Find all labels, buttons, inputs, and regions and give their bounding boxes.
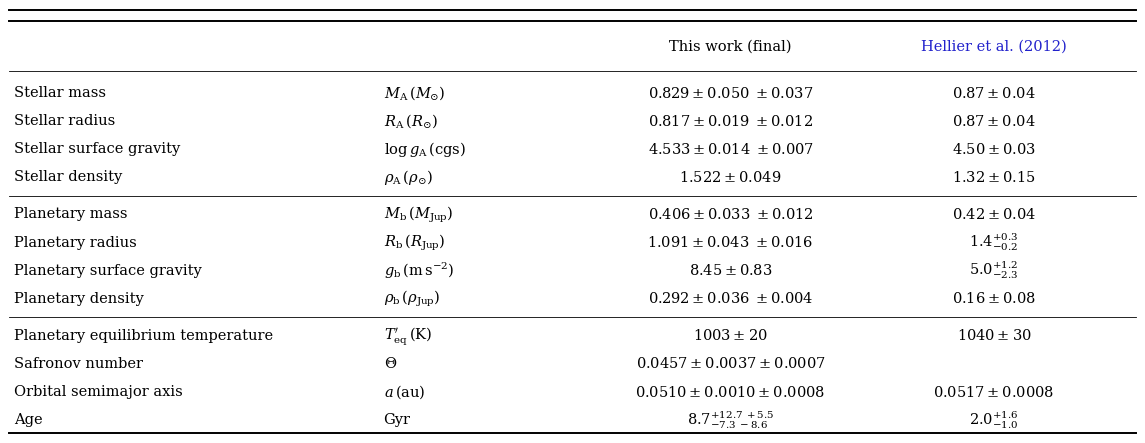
Text: $0.0457 \pm 0.0037 \pm 0.0007$: $0.0457 \pm 0.0037 \pm 0.0007$ bbox=[635, 357, 826, 371]
Text: Planetary mass: Planetary mass bbox=[14, 207, 127, 222]
Text: $M_{\mathrm{A}}\,(M_{\odot})$: $M_{\mathrm{A}}\,(M_{\odot})$ bbox=[384, 84, 445, 102]
Text: $\rho_{\mathrm{b}}\,(\rho_{\mathrm{Jup}})$: $\rho_{\mathrm{b}}\,(\rho_{\mathrm{Jup}}… bbox=[384, 289, 440, 309]
Text: $1.32 \pm 0.15$: $1.32 \pm 0.15$ bbox=[951, 170, 1036, 185]
Text: $1040 \pm 30$: $1040 \pm 30$ bbox=[956, 328, 1032, 343]
Text: $0.829 \pm  0.050 \;\pm 0.037$: $0.829 \pm 0.050 \;\pm 0.037$ bbox=[648, 85, 813, 101]
Text: Hellier et al. (2012): Hellier et al. (2012) bbox=[921, 39, 1067, 54]
Text: Age: Age bbox=[14, 413, 42, 427]
Text: $1.522 \pm 0.049$: $1.522 \pm 0.049$ bbox=[679, 170, 782, 185]
Text: $M_{\mathrm{b}}\,(M_{\mathrm{Jup}})$: $M_{\mathrm{b}}\,(M_{\mathrm{Jup}})$ bbox=[384, 204, 453, 225]
Text: Orbital semimajor axis: Orbital semimajor axis bbox=[14, 385, 182, 399]
Text: $1003 \pm 20$: $1003 \pm 20$ bbox=[693, 328, 768, 343]
Text: $1.091 \pm  0.043 \;\pm 0.016$: $1.091 \pm 0.043 \;\pm 0.016$ bbox=[647, 235, 814, 250]
Text: $R_{\mathrm{A}}\,(R_{\odot})$: $R_{\mathrm{A}}\,(R_{\odot})$ bbox=[384, 112, 437, 130]
Text: $g_{\mathrm{b}}\,(\mathrm{m\,s}^{-2})$: $g_{\mathrm{b}}\,(\mathrm{m\,s}^{-2})$ bbox=[384, 260, 453, 281]
Text: Stellar density: Stellar density bbox=[14, 171, 123, 184]
Text: $a\,(\mathrm{au})$: $a\,(\mathrm{au})$ bbox=[384, 383, 425, 401]
Text: $4.50 \pm 0.03$: $4.50 \pm 0.03$ bbox=[951, 142, 1036, 157]
Text: Gyr: Gyr bbox=[384, 413, 411, 427]
Text: Stellar surface gravity: Stellar surface gravity bbox=[14, 142, 180, 156]
Text: $1.4^{+0.3}_{-0.2}$: $1.4^{+0.3}_{-0.2}$ bbox=[969, 232, 1019, 253]
Text: Stellar mass: Stellar mass bbox=[14, 86, 105, 100]
Text: $4.533 \pm  0.014 \;\pm 0.007$: $4.533 \pm 0.014 \;\pm 0.007$ bbox=[648, 142, 813, 157]
Text: $\rho_{\mathrm{A}}\,(\rho_{\odot})$: $\rho_{\mathrm{A}}\,(\rho_{\odot})$ bbox=[384, 168, 433, 187]
Text: Planetary surface gravity: Planetary surface gravity bbox=[14, 264, 202, 278]
Text: $0.87 \pm 0.04$: $0.87 \pm 0.04$ bbox=[951, 85, 1036, 101]
Text: $8.7^{+12.7\;+5.5}_{-7.3\;-8.6}$: $8.7^{+12.7\;+5.5}_{-7.3\;-8.6}$ bbox=[687, 409, 774, 431]
Text: $8.45 \pm 0.83$: $8.45 \pm 0.83$ bbox=[689, 263, 772, 278]
Text: Planetary radius: Planetary radius bbox=[14, 236, 136, 249]
Text: $0.42 \pm 0.04$: $0.42 \pm 0.04$ bbox=[951, 207, 1036, 222]
Text: $T^{\prime}_{\mathrm{eq}}\,(\mathrm{K})$: $T^{\prime}_{\mathrm{eq}}\,(\mathrm{K})$ bbox=[384, 325, 432, 347]
Text: $0.817 \pm  0.019 \;\pm 0.012$: $0.817 \pm 0.019 \;\pm 0.012$ bbox=[648, 114, 813, 128]
Text: This work (final): This work (final) bbox=[670, 39, 791, 54]
Text: $0.292 \pm  0.036 \;\pm 0.004$: $0.292 \pm 0.036 \;\pm 0.004$ bbox=[648, 291, 813, 306]
Text: $\Theta$: $\Theta$ bbox=[384, 357, 397, 371]
Text: $0.16 \pm 0.08$: $0.16 \pm 0.08$ bbox=[951, 291, 1036, 306]
Text: $R_{\mathrm{b}}\,(R_{\mathrm{Jup}})$: $R_{\mathrm{b}}\,(R_{\mathrm{Jup}})$ bbox=[384, 233, 445, 253]
Text: $0.0517 \pm 0.0008$: $0.0517 \pm 0.0008$ bbox=[933, 385, 1055, 400]
Text: $\log g_{\mathrm{A}}\,(\mathrm{cgs})$: $\log g_{\mathrm{A}}\,(\mathrm{cgs})$ bbox=[384, 140, 466, 159]
Text: $5.0^{+1.2}_{-2.3}$: $5.0^{+1.2}_{-2.3}$ bbox=[969, 260, 1019, 281]
Text: Planetary density: Planetary density bbox=[14, 292, 143, 306]
Text: $0.0510 \pm 0.0010 \pm 0.0008$: $0.0510 \pm 0.0010 \pm 0.0008$ bbox=[635, 385, 826, 400]
Text: $0.87 \pm 0.04$: $0.87 \pm 0.04$ bbox=[951, 114, 1036, 128]
Text: Safronov number: Safronov number bbox=[14, 357, 143, 371]
Text: $0.406 \pm  0.033 \;\pm 0.012$: $0.406 \pm 0.033 \;\pm 0.012$ bbox=[648, 207, 813, 222]
Text: $2.0^{+1.6}_{-1.0}$: $2.0^{+1.6}_{-1.0}$ bbox=[969, 409, 1019, 431]
Text: Planetary equilibrium temperature: Planetary equilibrium temperature bbox=[14, 329, 273, 343]
Text: Stellar radius: Stellar radius bbox=[14, 114, 114, 128]
